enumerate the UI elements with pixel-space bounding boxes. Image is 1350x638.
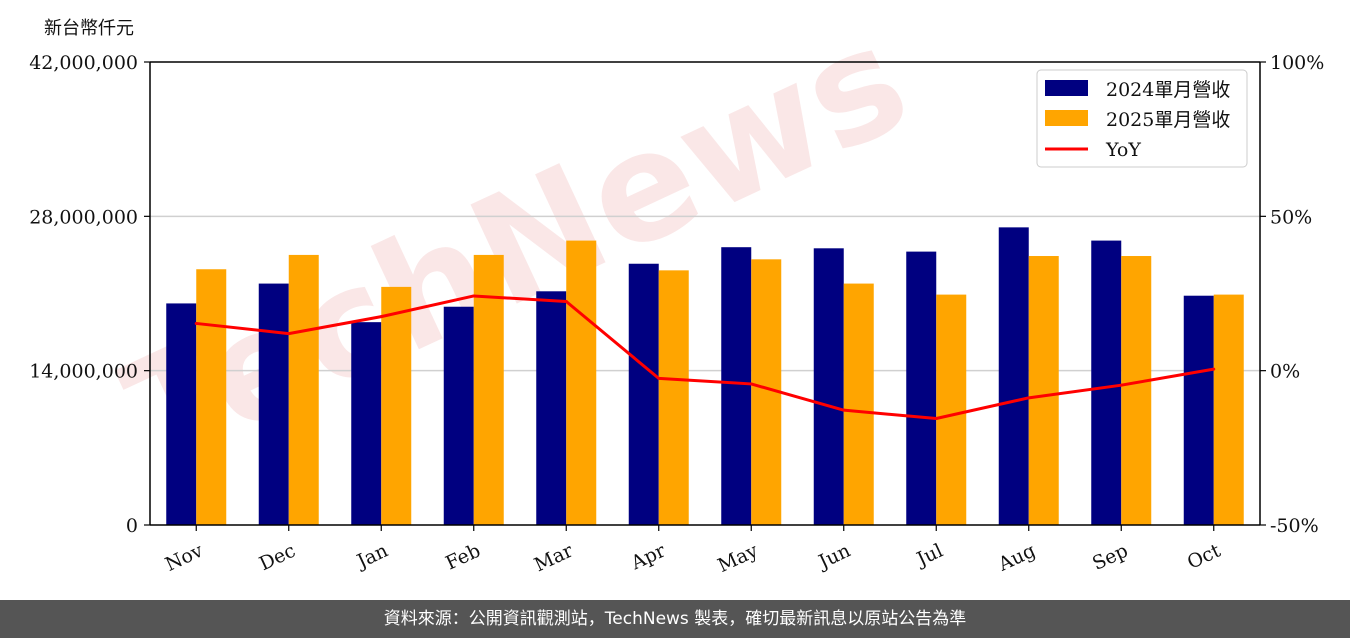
bar-2024 bbox=[351, 322, 382, 525]
bar-2024 bbox=[998, 227, 1029, 525]
y-right-tick-label: 100% bbox=[1270, 52, 1324, 74]
yoy-point bbox=[287, 332, 291, 336]
bar-2025 bbox=[1028, 256, 1059, 525]
x-tick-label: Jun bbox=[814, 540, 854, 574]
yoy-point bbox=[1212, 367, 1216, 371]
bar-2024 bbox=[1091, 240, 1122, 526]
yoy-point bbox=[379, 315, 383, 319]
x-tick-label: Sep bbox=[1089, 540, 1131, 575]
legend-box bbox=[1036, 69, 1248, 168]
bar-2025 bbox=[381, 286, 412, 525]
x-tick-label: May bbox=[714, 539, 761, 577]
legend-label: 2025單月營收 bbox=[1106, 109, 1230, 131]
revenue-chart: TechNews014,000,00028,000,00042,000,000-… bbox=[29, 0, 1324, 577]
yoy-point bbox=[1119, 383, 1123, 387]
y-right-tick-label: -50% bbox=[1270, 515, 1319, 537]
y-left-tick-label: 0 bbox=[126, 515, 138, 537]
yoy-line bbox=[196, 294, 1215, 421]
bar-2025 bbox=[566, 240, 597, 526]
bar-2024 bbox=[166, 303, 197, 525]
bar-2024 bbox=[536, 291, 567, 525]
source-footer: 資料來源：公開資訊觀測站，TechNews 製表，確切最新訊息以原站公告為準 bbox=[0, 600, 1350, 638]
bar-2025 bbox=[473, 254, 504, 525]
bar-2025 bbox=[196, 269, 227, 525]
x-tick-label: Apr bbox=[627, 539, 670, 575]
x-tick-label: Feb bbox=[442, 540, 484, 575]
bar-2024 bbox=[906, 251, 937, 525]
bar-2024 bbox=[721, 247, 752, 525]
x-tick-label: Jan bbox=[352, 540, 391, 574]
x-tick-label: Jul bbox=[912, 540, 947, 572]
bar-2024 bbox=[628, 263, 659, 525]
bar-2025 bbox=[936, 294, 967, 525]
x-tick-label: Aug bbox=[994, 540, 1039, 576]
bar-2024 bbox=[813, 248, 844, 526]
legend: 2024單月營收 2025單月營收 YoY bbox=[1036, 69, 1248, 168]
yoy-point bbox=[657, 376, 661, 380]
x-tick-label: Oct bbox=[1184, 539, 1224, 573]
x-tick-label: Mar bbox=[531, 539, 577, 576]
yoy-point bbox=[1027, 396, 1031, 400]
legend-label: 2024單月營收 bbox=[1106, 79, 1230, 101]
yoy-point bbox=[934, 417, 938, 421]
bar-2025 bbox=[1121, 256, 1152, 525]
yoy-point bbox=[749, 382, 753, 386]
legend-swatch-2025 bbox=[1045, 110, 1088, 126]
y-left-tick-label: 28,000,000 bbox=[29, 206, 138, 228]
bar-2024 bbox=[1183, 295, 1214, 525]
legend-swatch-2024 bbox=[1045, 80, 1088, 96]
yoy-point bbox=[194, 321, 198, 325]
y-left-tick-label: 14,000,000 bbox=[29, 361, 138, 383]
y-axis-unit-label: 新台幣仟元 bbox=[44, 18, 134, 39]
yoy-point bbox=[564, 300, 568, 304]
x-tick-label: Nov bbox=[162, 539, 207, 575]
x-tick-label: Dec bbox=[256, 540, 299, 576]
y-right-tick-label: 50% bbox=[1270, 206, 1312, 228]
yoy-point bbox=[472, 294, 476, 298]
bar-2024 bbox=[443, 306, 474, 525]
y-right-tick-label: 0% bbox=[1270, 361, 1300, 383]
y-left-tick-label: 42,000,000 bbox=[29, 52, 138, 74]
bar-2025 bbox=[843, 283, 874, 525]
bar-2025 bbox=[1213, 294, 1244, 525]
bar-2025 bbox=[288, 254, 319, 525]
yoy-point bbox=[842, 408, 846, 412]
legend-label: YoY bbox=[1105, 139, 1141, 161]
bar-2025 bbox=[658, 270, 689, 525]
bar-2024 bbox=[258, 283, 289, 525]
